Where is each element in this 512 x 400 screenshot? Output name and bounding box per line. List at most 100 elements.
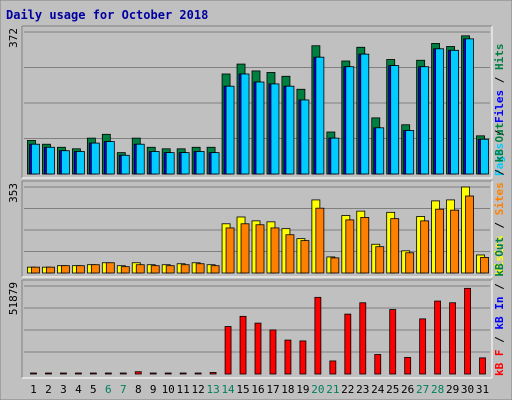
legend-entry: / [493,169,506,183]
panel-legend: Pages / Files / Hits [493,44,506,177]
bar-sites-day-2 [46,266,55,274]
bar-sites-day-27 [420,220,430,274]
bar-sites-day-24 [375,246,385,274]
bar-sites-day-5 [90,264,100,274]
legend-entry: / [493,336,506,350]
bar-kb-f-day-24 [374,354,382,375]
bar-kb-f-day-18 [284,339,292,375]
x-tick-label-7: 7 [120,383,127,396]
x-tick-label-27: 27 [416,383,429,396]
x-tick-label-13: 13 [206,383,219,396]
bar-pages-day-15 [240,73,250,175]
bar-kb-f-day-4 [74,372,82,375]
x-tick-label-19: 19 [296,383,309,396]
bar-kb-f-day-20 [314,296,322,375]
bar-sites-day-17 [270,227,280,274]
bar-sites-day-25 [390,218,400,274]
bar-pages-day-10 [165,152,175,175]
bar-pages-day-2 [46,146,55,175]
bar-pages-day-17 [270,83,280,175]
legend-entry: / [493,76,506,90]
x-tick-label-2: 2 [45,383,52,396]
legend-entry: Pages [493,143,506,176]
bar-sites-day-16 [255,224,265,274]
x-tick-label-21: 21 [326,383,339,396]
bar-pages-day-20 [315,56,325,175]
bar-pages-day-26 [405,130,415,175]
chart-title: Daily usage for October 2018 [6,8,208,22]
panel-legend: kB F / kB In / kB Out [493,237,506,376]
bar-sites-day-8 [135,264,145,274]
x-tick-label-11: 11 [177,383,190,396]
bar-sites-day-4 [75,265,85,274]
bar-sites-day-3 [61,265,70,274]
bar-sites-day-6 [105,262,115,274]
bar-sites-day-18 [285,234,295,274]
legend-entry: Sites [493,182,506,222]
bar-pages-day-18 [285,85,295,175]
bar-pages-day-8 [135,143,145,175]
bar-sites-day-19 [300,240,310,274]
bar-pages-day-12 [195,151,205,175]
bar-pages-day-24 [375,127,385,175]
bar-pages-day-9 [150,151,160,175]
legend-entry: kB Out [493,123,506,169]
x-tick-label-16: 16 [251,383,264,396]
bar-kb-f-day-26 [404,356,412,375]
bar-pages-day-22 [345,66,355,175]
legend-entry: Files [493,90,506,130]
bar-kb-f-day-31 [479,357,486,375]
bar-sites-day-30 [465,195,474,274]
bar-pages-day-31 [480,138,489,175]
bar-pages-day-28 [435,48,445,175]
legend-entry: kB F [493,350,506,377]
legend-entry: / [493,222,506,236]
bar-kb-f-day-17 [269,329,277,375]
bar-kb-f-day-5 [89,372,97,375]
bar-pages-day-23 [360,53,370,175]
x-tick-label-17: 17 [266,383,279,396]
bar-kb-f-day-29 [449,302,456,375]
bar-kb-f-day-19 [299,340,307,375]
x-tick-label-18: 18 [281,383,294,396]
bar-sites-day-11 [180,264,190,274]
panel-legend: Visits / Sites / kB Out [493,123,506,275]
max-value-label: 353 [7,183,20,203]
legend-entry: Visits [493,235,506,275]
bar-sites-day-23 [360,217,370,274]
bar-kb-f-day-8 [134,371,142,375]
bar-pages-day-1 [31,143,40,175]
bar-sites-day-21 [330,257,340,274]
x-tick-label-10: 10 [162,383,175,396]
bar-sites-day-10 [165,265,175,274]
bar-kb-f-day-9 [149,372,157,375]
bar-sites-day-7 [120,266,130,274]
bar-pages-day-16 [255,81,265,175]
bar-pages-day-5 [90,142,100,175]
bar-sites-day-9 [150,265,160,274]
bar-pages-day-11 [180,152,190,175]
bar-pages-day-29 [450,49,459,175]
legend-entry: / [493,129,506,143]
bar-pages-day-6 [105,141,115,175]
bar-sites-day-31 [480,257,489,274]
x-tick-label-4: 4 [75,383,82,396]
bar-kb-f-day-30 [464,287,471,375]
x-tick-label-9: 9 [150,383,157,396]
bar-sites-day-29 [450,209,459,274]
x-tick-label-12: 12 [192,383,205,396]
bar-sites-day-15 [240,223,250,274]
x-tick-label-26: 26 [401,383,414,396]
legend-entry: Hits [493,44,506,77]
bar-kb-f-day-3 [60,372,67,375]
bar-kb-f-day-15 [239,315,247,375]
x-tick-label-6: 6 [105,383,112,396]
x-tick-label-22: 22 [341,383,354,396]
bar-kb-f-day-7 [119,372,127,375]
x-axis-labels: 1 2 3 4 5 6 7 8 9 10 11 12 13 14 15 16 17 18 19 20 21 22 23 24 2… [30,383,489,396]
bar-sites-day-22 [345,219,355,274]
bar-pages-day-4 [75,151,85,175]
bar-kb-f-day-6 [104,372,112,375]
bar-pages-day-19 [300,99,310,175]
